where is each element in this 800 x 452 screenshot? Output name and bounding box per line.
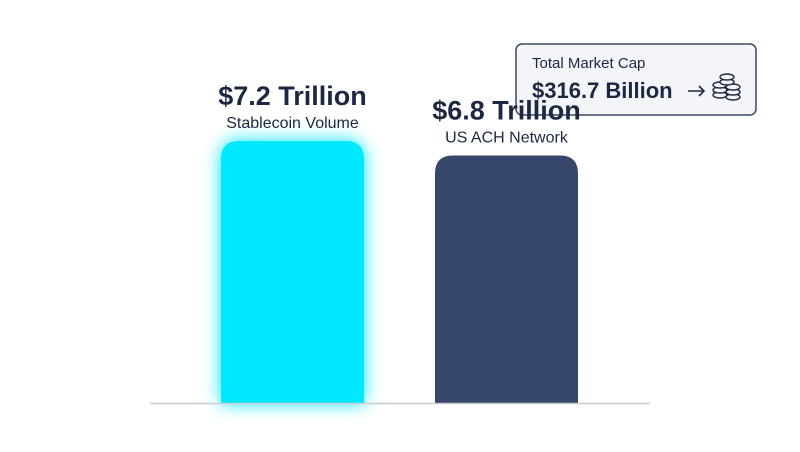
bar	[435, 155, 578, 403]
category-label: Stablecoin Volume	[226, 115, 359, 132]
annotation-frame	[515, 43, 757, 116]
coins-icon	[712, 73, 741, 101]
bars	[221, 141, 578, 403]
value-label: $6.8 Trillion	[432, 96, 581, 126]
bar	[221, 141, 364, 403]
annotation-value: $316.7 Billion	[532, 78, 673, 103]
annotation-title: Total Market Cap	[532, 55, 645, 72]
value-label: $7.2 Trillion	[218, 81, 367, 111]
annotation-box: Total Market Cap $316.7 Billion	[515, 43, 757, 116]
category-label: US ACH Network	[445, 130, 569, 147]
arrow-icon	[688, 85, 706, 97]
